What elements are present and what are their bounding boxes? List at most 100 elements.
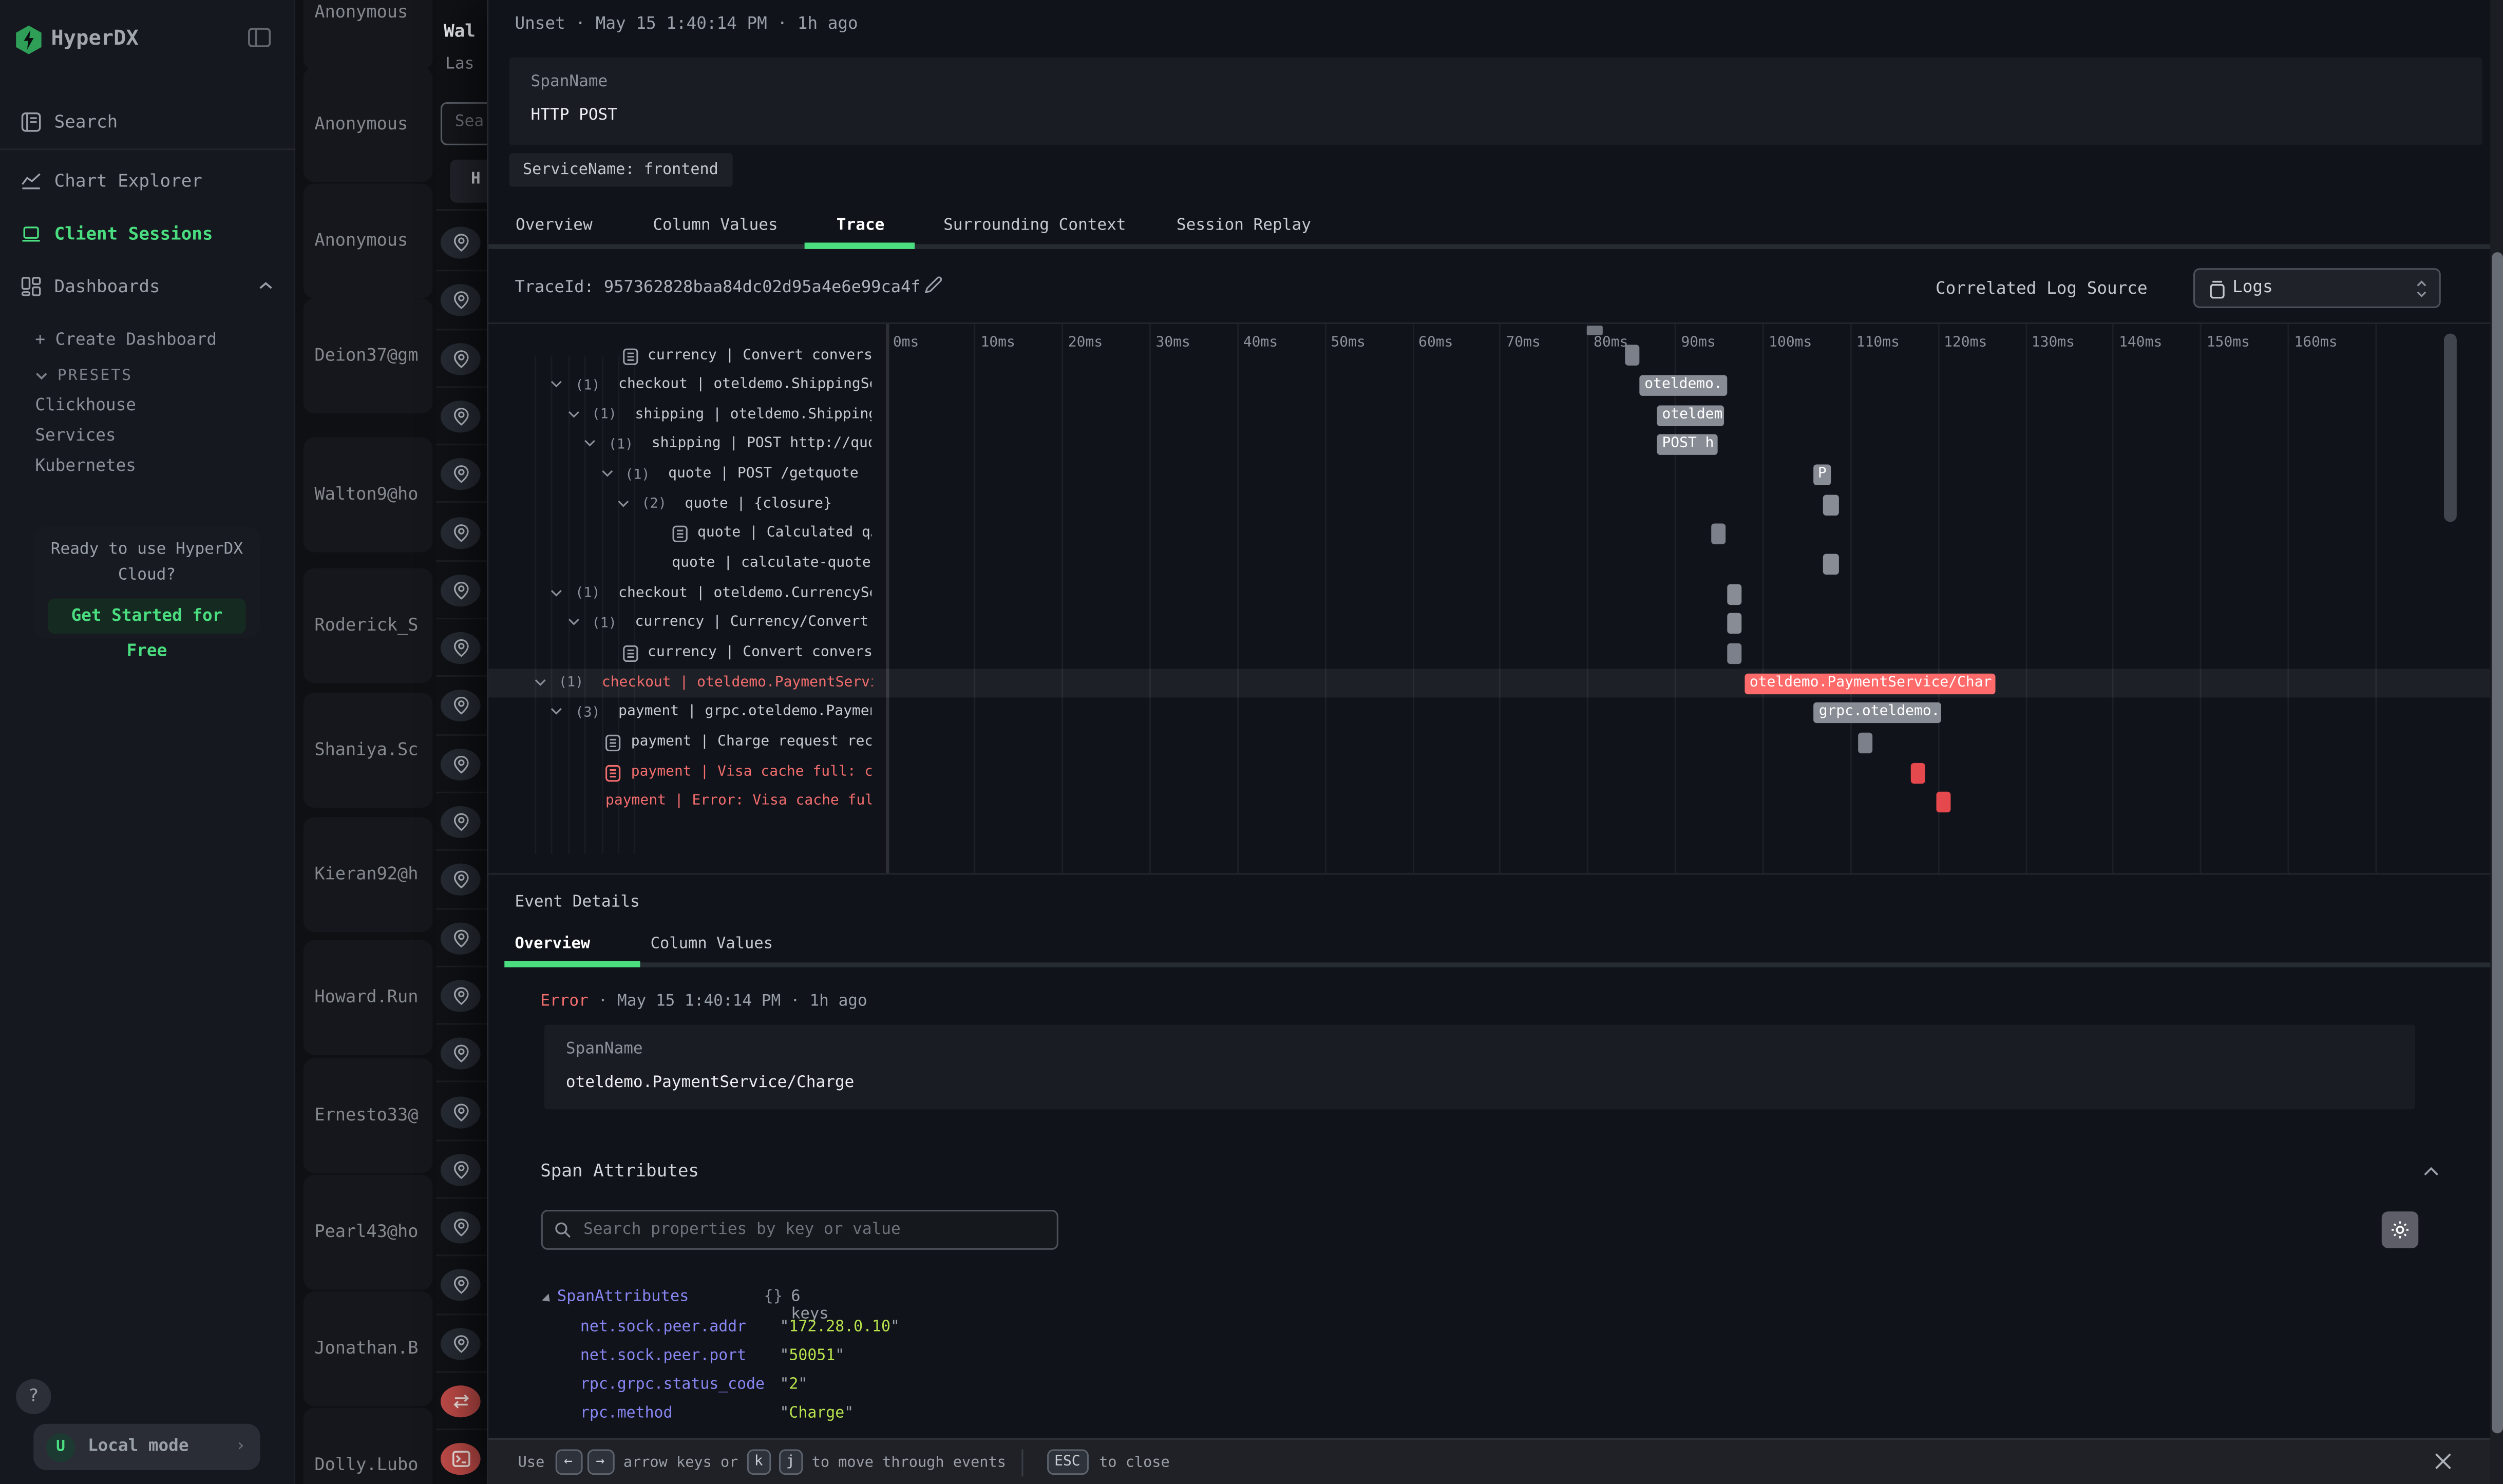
session-list-item[interactable]: Pearl43@ho xyxy=(303,1174,433,1290)
span-event-marker[interactable] xyxy=(1726,643,1741,664)
session-event-row[interactable] xyxy=(436,1431,487,1484)
session-list-item[interactable]: Jonathan.B xyxy=(303,1291,433,1406)
waterfall-row[interactable]: payment | Error: Visa cache ful… xyxy=(488,788,2491,817)
tree-chevron-icon[interactable] xyxy=(552,380,563,388)
session-event-row[interactable] xyxy=(435,214,487,272)
waterfall-row[interactable]: (1) checkout | oteldemo.ShippingSe… otelde… xyxy=(488,371,2491,401)
sidebar-collapse-icon[interactable] xyxy=(248,27,272,48)
waterfall-row[interactable]: currency | Convert convers… xyxy=(488,341,2491,371)
waterfall-row[interactable]: currency | Convert convers… xyxy=(488,639,2491,669)
waterfall-row[interactable]: (1) quote | POST /getquote P xyxy=(488,460,2491,490)
session-event-row[interactable] xyxy=(435,909,487,967)
preset-clickhouse[interactable]: Clickhouse xyxy=(35,395,136,415)
event-details-tab-column-values[interactable]: Column Values xyxy=(650,935,773,953)
span-duration-bar[interactable] xyxy=(1726,613,1742,634)
span-duration-bar[interactable]: oteldem xyxy=(1657,405,1725,426)
tab-surrounding-context[interactable]: Surrounding Context xyxy=(943,217,1126,235)
session-event-row[interactable] xyxy=(435,1373,487,1431)
panel-scrollbar-thumb[interactable] xyxy=(2491,252,2502,1434)
tree-chevron-icon[interactable] xyxy=(568,410,579,418)
session-event-row[interactable] xyxy=(435,851,487,909)
session-event-row[interactable] xyxy=(435,446,487,504)
waterfall-row[interactable]: (3) payment | grpc.oteldemo.Paymen… grpc.o… xyxy=(488,698,2491,728)
session-list-item[interactable]: Deion37@gm xyxy=(303,298,433,414)
help-button[interactable]: ? xyxy=(16,1379,51,1415)
session-event-row[interactable] xyxy=(435,562,487,620)
attribute-key[interactable]: rpc.method xyxy=(580,1404,673,1422)
session-event-row[interactable] xyxy=(435,677,487,736)
waterfall-row[interactable]: (2) quote | {closure} xyxy=(488,490,2491,520)
waterfall-row[interactable]: quote | calculate-quote xyxy=(488,549,2491,579)
preset-services[interactable]: Services xyxy=(35,426,116,446)
span-event-marker[interactable] xyxy=(1937,792,1951,813)
span-duration-bar[interactable]: grpc.oteldemo. xyxy=(1814,702,1942,724)
session-event-row[interactable] xyxy=(435,1025,487,1083)
tree-chevron-icon[interactable] xyxy=(552,588,563,597)
attribute-key[interactable]: rpc.grpc.status_code xyxy=(580,1376,765,1394)
session-event-row[interactable] xyxy=(435,735,487,793)
session-event-row[interactable] xyxy=(435,1141,487,1199)
session-event-row[interactable] xyxy=(435,504,487,562)
attributes-search-input[interactable] xyxy=(580,1211,1044,1248)
session-event-row[interactable] xyxy=(435,967,487,1025)
session-list-item[interactable]: Walton9@ho xyxy=(303,437,433,553)
sidebar-item-search[interactable]: Search xyxy=(0,102,295,141)
session-event-row[interactable] xyxy=(435,1199,487,1257)
session-list-item[interactable]: Kieran92@h xyxy=(303,817,433,933)
tab-overview[interactable]: Overview xyxy=(516,217,593,235)
waterfall-row[interactable]: (1) checkout | oteldemo.PaymentServi… otel… xyxy=(487,668,2491,698)
attribute-key[interactable]: net.sock.peer.port xyxy=(580,1347,747,1365)
event-details-tab-overview[interactable]: Overview xyxy=(515,935,591,953)
close-icon[interactable] xyxy=(2434,1453,2451,1470)
waterfall-scrollbar[interactable] xyxy=(2443,333,2456,522)
preset-kubernetes[interactable]: Kubernetes xyxy=(35,456,136,476)
log-source-select[interactable]: Logs xyxy=(2192,268,2440,308)
create-dashboard-button[interactable]: + Create Dashboard xyxy=(35,330,217,350)
session-list-item[interactable]: Dolly.Lubo xyxy=(303,1407,433,1484)
waterfall-row[interactable]: payment | Charge request rec… xyxy=(488,728,2491,758)
service-badge[interactable]: ServiceName: frontend xyxy=(508,153,733,187)
span-duration-bar[interactable] xyxy=(1823,494,1839,515)
tab-trace[interactable]: Trace xyxy=(836,217,885,235)
get-started-button[interactable]: Get Started for Free xyxy=(48,598,246,661)
tree-chevron-icon[interactable] xyxy=(618,499,629,507)
session-list-item[interactable]: Howard.Run xyxy=(303,940,433,1055)
session-list-item[interactable]: Ernesto33@ xyxy=(303,1058,433,1173)
session-event-row[interactable] xyxy=(435,1257,487,1315)
collapse-section-icon[interactable] xyxy=(2422,1167,2438,1176)
sidebar-item-client-sessions[interactable]: Client Sessions xyxy=(0,214,295,253)
session-event-row[interactable] xyxy=(435,1315,487,1373)
span-event-marker[interactable] xyxy=(1625,345,1640,366)
waterfall-row[interactable]: (1) shipping | oteldemo.Shipping… oteldem xyxy=(488,401,2491,430)
session-event-row[interactable] xyxy=(435,388,487,446)
sidebar-item-chart-explorer[interactable]: Chart Explorer xyxy=(0,161,295,200)
session-event-row[interactable] xyxy=(435,793,487,851)
span-duration-bar[interactable]: POST h xyxy=(1657,434,1718,455)
span-duration-bar[interactable]: P xyxy=(1813,464,1831,485)
tree-chevron-icon[interactable] xyxy=(552,708,563,716)
session-list-item[interactable]: Roderick_S xyxy=(303,568,433,683)
waterfall-row[interactable]: (1) checkout | oteldemo.CurrencySe… xyxy=(488,579,2491,609)
waterfall-row[interactable]: (1) shipping | POST http://quo… POST h xyxy=(488,430,2491,460)
session-search-input[interactable]: Sea xyxy=(440,102,487,145)
waterfall-row[interactable]: payment | Visa cache full: c… xyxy=(488,758,2491,788)
edit-icon[interactable] xyxy=(923,276,941,294)
tree-chevron-icon[interactable] xyxy=(535,678,546,686)
tab-session-replay[interactable]: Session Replay xyxy=(1176,217,1311,235)
session-list-item[interactable]: Anonymous xyxy=(303,183,433,299)
tree-chevron-icon[interactable] xyxy=(568,618,579,626)
span-duration-bar[interactable]: oteldemo.PaymentService/Char xyxy=(1744,673,1996,694)
span-duration-bar[interactable]: oteldemo. xyxy=(1639,375,1728,396)
chevron-up-icon[interactable] xyxy=(259,281,273,291)
waterfall-row[interactable]: quote | Calculated q… xyxy=(488,520,2491,549)
session-filter-button[interactable]: H xyxy=(450,159,487,203)
waterfall-row[interactable]: (1) currency | Currency/Convert xyxy=(488,609,2491,639)
presets-toggle[interactable]: PRESETS xyxy=(0,361,295,390)
session-event-row[interactable] xyxy=(435,1083,487,1141)
sidebar-item-dashboards[interactable]: Dashboards xyxy=(0,267,295,305)
tree-chevron-icon[interactable] xyxy=(601,469,613,478)
span-event-marker[interactable] xyxy=(1710,524,1725,545)
settings-button[interactable] xyxy=(2381,1211,2418,1248)
session-event-row[interactable] xyxy=(435,330,487,388)
workspace-switcher[interactable]: U Local mode › xyxy=(33,1423,260,1470)
